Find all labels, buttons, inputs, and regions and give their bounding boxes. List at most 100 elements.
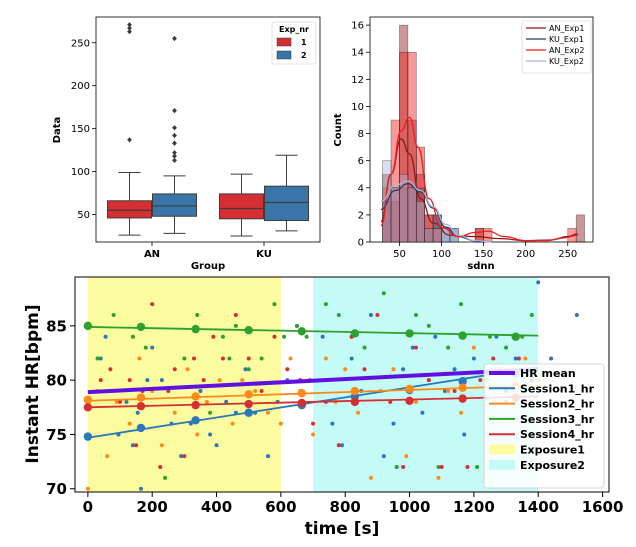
hr-point xyxy=(462,432,467,437)
boxplot-legend-label-1: 1 xyxy=(301,38,307,47)
hr-point xyxy=(311,432,316,437)
boxplot-y-tick-label: 250 xyxy=(71,38,90,49)
histogram-bar xyxy=(483,228,493,243)
hr-point xyxy=(549,356,554,361)
hr-point xyxy=(103,334,108,339)
histogram-bar xyxy=(407,187,417,243)
hr-legend: HR mean Session1_hr Session2_hr Session3_hr… xyxy=(483,363,605,489)
hr-point xyxy=(323,302,328,307)
boxplot-legend-title: Exp_nr xyxy=(279,25,309,34)
hr-legend-label: Session3_hr xyxy=(520,413,595,426)
hr-point xyxy=(182,454,187,459)
boxplot-legend-swatch-2 xyxy=(276,50,292,60)
boxplot-y-tick-label: 50 xyxy=(77,210,90,221)
boxplot-legend-swatch-1 xyxy=(276,37,292,47)
hr-point xyxy=(471,356,476,361)
hr-point xyxy=(436,475,441,480)
hr-point xyxy=(433,334,438,339)
box-flier xyxy=(127,137,132,143)
hr-point xyxy=(266,454,271,459)
histogram-x-tick-label: 50 xyxy=(393,249,406,260)
histogram-bars xyxy=(382,24,585,243)
hr-point xyxy=(401,367,406,372)
hr-point xyxy=(362,367,367,372)
histogram-bar xyxy=(432,228,442,243)
box-flier xyxy=(172,108,177,114)
histogram-y-label: Count xyxy=(333,113,344,146)
hr-point xyxy=(413,345,418,350)
histogram-bar xyxy=(432,228,442,243)
hr-y-label: Instant HR[bpm] xyxy=(23,304,43,463)
hr-point xyxy=(282,334,287,339)
hr-bin-marker xyxy=(511,332,520,341)
histogram-bar xyxy=(399,187,409,243)
hr-point xyxy=(114,399,119,404)
histogram-x-tick-label: 250 xyxy=(558,249,577,260)
boxplot-ticks: 50 100 150 200 250 AN KU xyxy=(71,38,272,260)
boxplot-frame xyxy=(95,16,321,243)
histogram-bar xyxy=(415,201,425,243)
box-flier xyxy=(172,153,177,159)
hr-bin-marker xyxy=(405,329,414,338)
histogram-legend-frame xyxy=(521,20,592,74)
hr-point xyxy=(272,302,277,307)
hr-point xyxy=(340,443,344,448)
hr-point xyxy=(95,356,100,361)
histogram-bar xyxy=(474,228,484,243)
hr-legend-label: Exposure2 xyxy=(520,459,585,472)
histogram-x-tick-label: 150 xyxy=(474,249,493,260)
box-body xyxy=(264,185,309,222)
hr-point xyxy=(368,313,373,318)
hr-point xyxy=(179,454,184,459)
hr-bin-marker xyxy=(297,327,306,336)
histogram-bar xyxy=(407,51,417,243)
hr-point xyxy=(208,432,213,437)
histogram-bar xyxy=(399,173,409,243)
hr-bin-marker xyxy=(191,392,200,401)
histogram-x-tick-label: 200 xyxy=(516,249,535,260)
hr-point xyxy=(285,367,290,372)
hr-point xyxy=(159,443,164,448)
histogram-bar xyxy=(415,173,425,243)
hr-point xyxy=(413,313,418,318)
hr-point xyxy=(182,356,187,361)
histogram-legend-label: KU_Exp1 xyxy=(549,35,584,44)
histogram-y-tick-label: 16 xyxy=(351,21,364,32)
histogram-bar xyxy=(382,173,392,243)
hr-point xyxy=(288,356,293,361)
hr-point xyxy=(459,302,464,307)
hr-point xyxy=(459,410,464,415)
hr-x-tick-label: 800 xyxy=(330,498,361,516)
hr-point xyxy=(426,378,431,383)
hr-x-tick-label: 1600 xyxy=(582,498,624,516)
hr-point xyxy=(111,313,116,318)
hr-legend-label: HR mean xyxy=(520,367,576,380)
hr-x-tick-label: 1200 xyxy=(453,498,495,516)
hr-point xyxy=(304,334,309,339)
hr-point xyxy=(504,345,509,350)
box-flier xyxy=(127,22,132,28)
hr-point xyxy=(158,465,163,470)
hr-point xyxy=(452,389,457,394)
hr-bin-marker xyxy=(297,388,306,398)
hr-point xyxy=(446,345,451,350)
hr-legend-swatch xyxy=(489,444,515,455)
boxplot-x-tick-label: AN xyxy=(144,249,160,260)
hr-point xyxy=(343,367,348,372)
hr-y-tick-label: 75 xyxy=(46,426,67,444)
hr-point xyxy=(487,334,492,339)
hr-mean-line xyxy=(87,367,539,395)
histogram-bar xyxy=(390,119,400,243)
box-flier xyxy=(172,140,177,146)
hr-bin-marker xyxy=(191,324,200,334)
hr-point xyxy=(192,356,197,361)
hr-point xyxy=(85,486,90,491)
boxplot-x-tick-label: KU xyxy=(256,249,272,260)
hr-bin-marker xyxy=(83,395,93,404)
hr-point xyxy=(574,313,579,318)
hr-point xyxy=(375,313,380,318)
hr-point xyxy=(253,389,258,394)
hr-ticks: 70 75 80 85 0 200 400 600 800 1000 1200 1400 1600 xyxy=(46,317,623,516)
hr-x-tick-label: 0 xyxy=(83,498,93,516)
hr-point xyxy=(516,356,521,361)
